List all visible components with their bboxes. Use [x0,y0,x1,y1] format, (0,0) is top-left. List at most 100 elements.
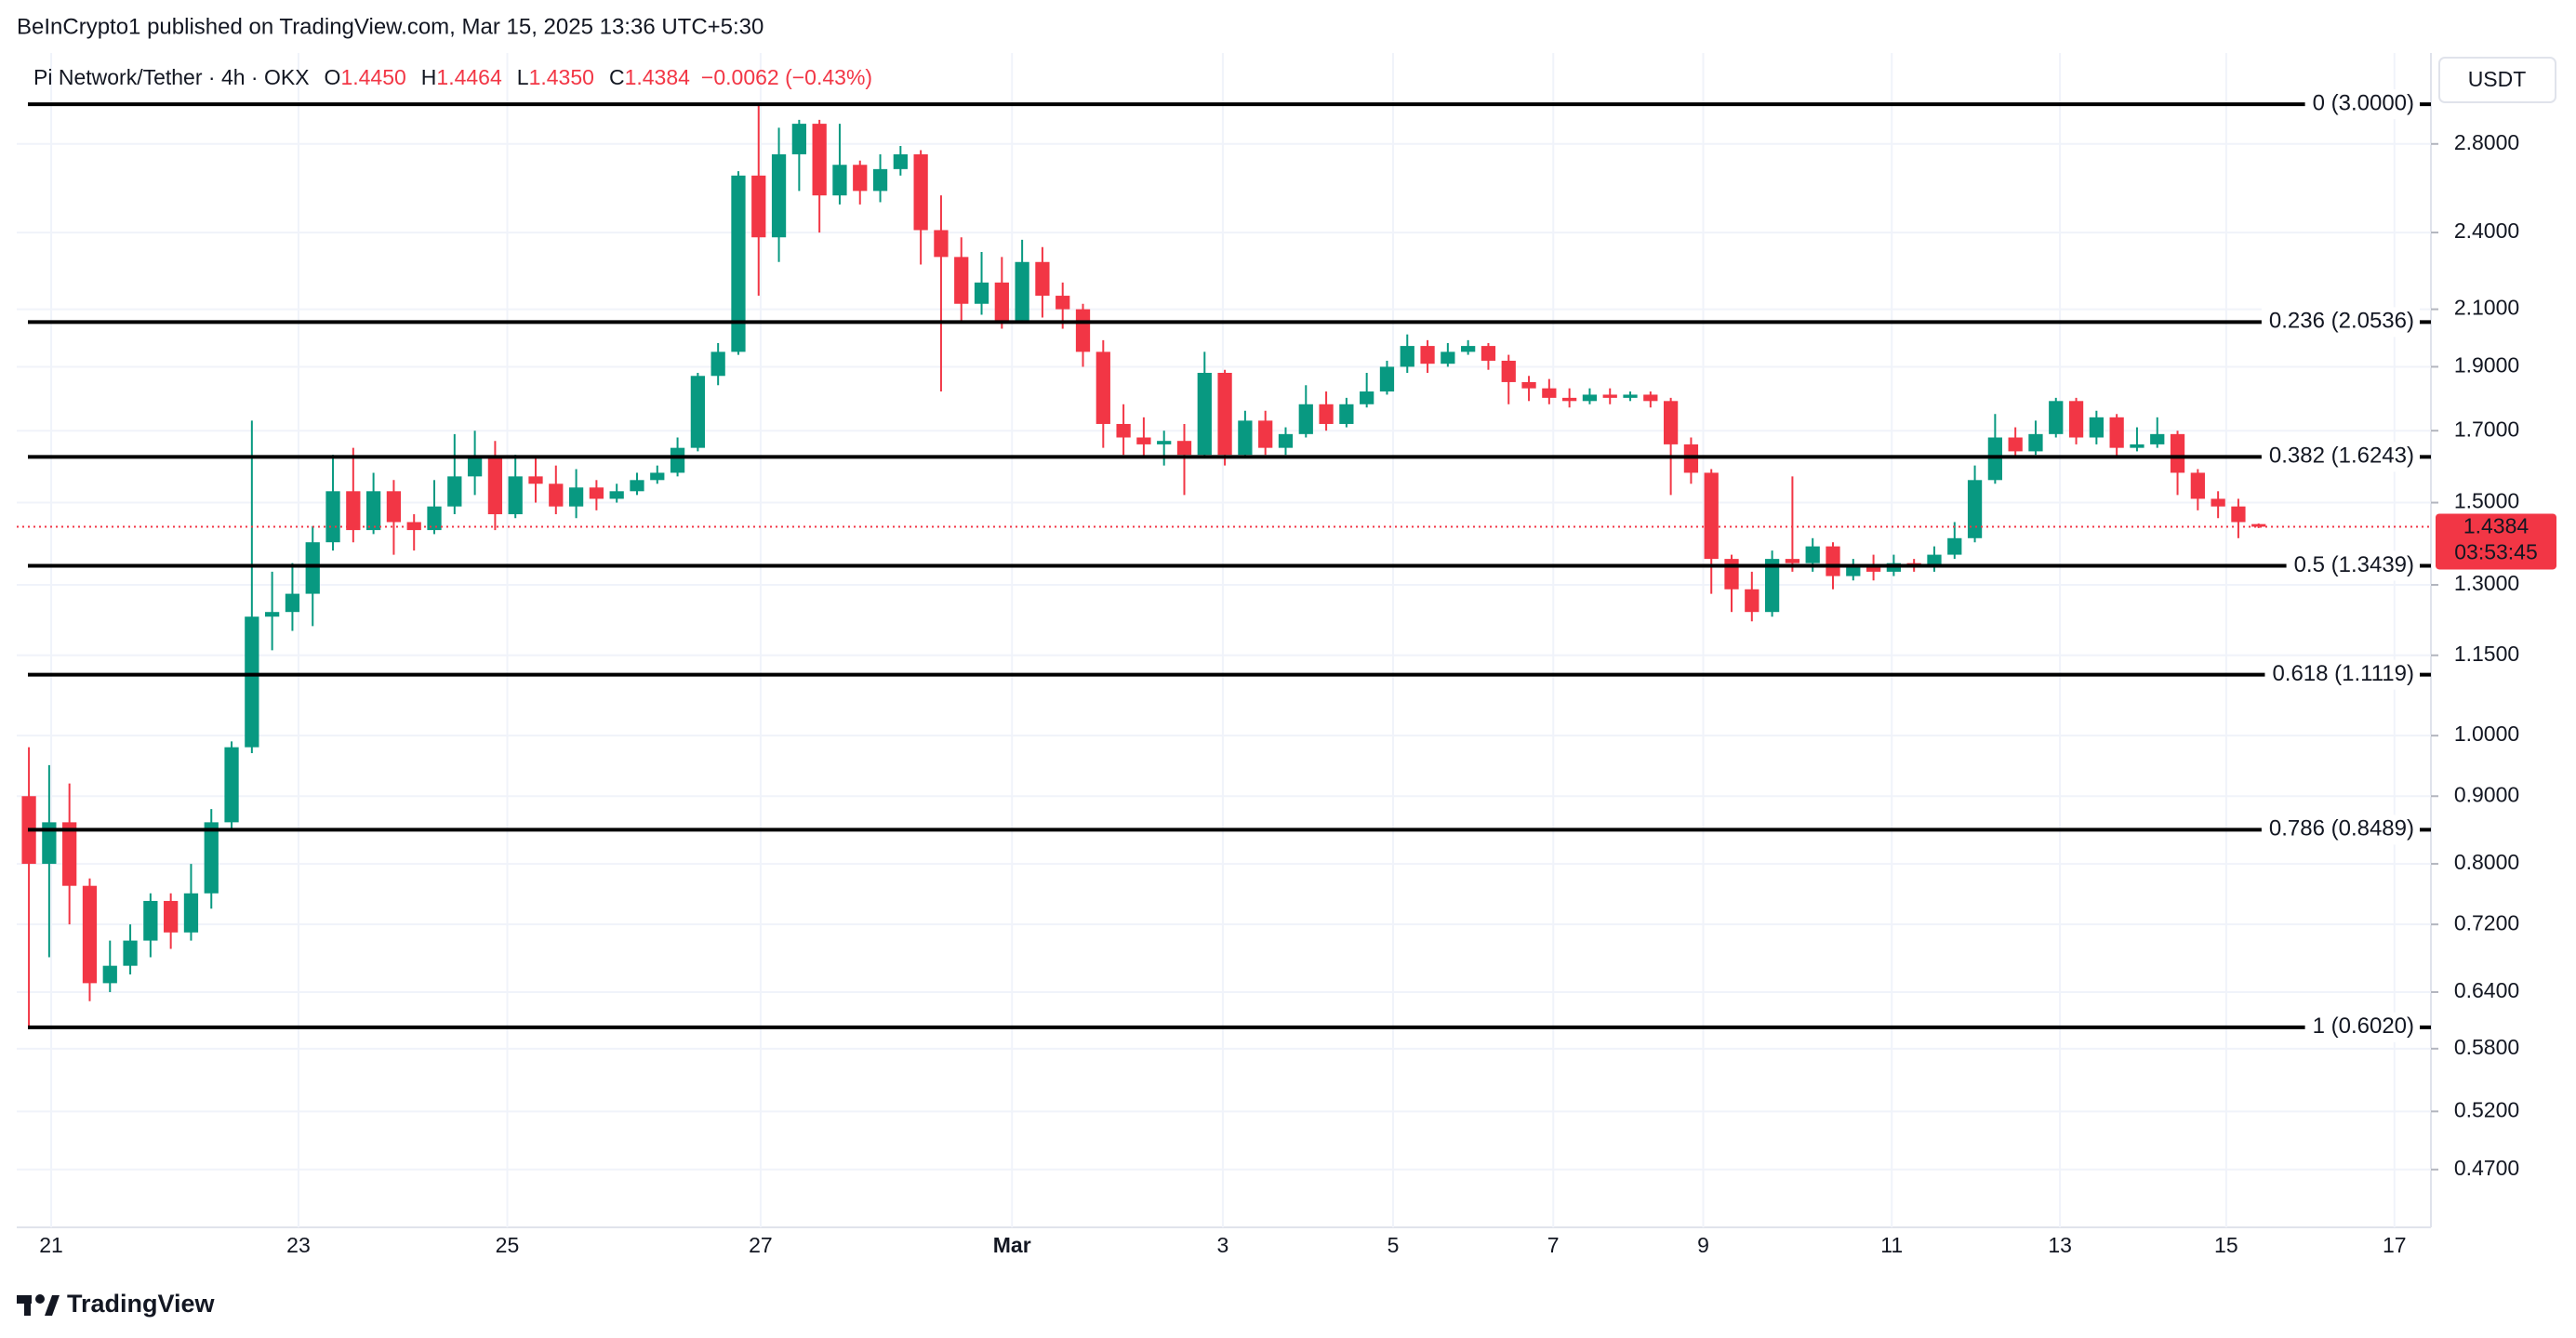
candle-body [1420,346,1435,364]
last-price-box [2436,513,2556,570]
legend-key: H [421,65,437,89]
candle-body [1947,537,1962,555]
candle-body [1724,559,1739,590]
legend-value: 1.4450 [340,65,405,89]
candle-body [487,457,503,515]
fib-label-bg [2261,442,2420,472]
currency-box[interactable] [2438,57,2556,103]
fib-level-label: 0.236 (2.0536) [2269,309,2414,334]
candle-body [751,175,766,238]
candle-body [447,476,462,507]
candle-body [183,893,199,933]
candle-body [609,491,624,499]
candle-body [265,612,280,617]
y-tick-label: 1.3000 [2454,571,2519,595]
y-tick-label: 0.8000 [2454,850,2519,874]
x-tick-label: Mar [993,1233,1031,1257]
legend-value: 1.4350 [529,65,594,89]
published-header: BeInCrypto1 published on TradingView.com… [17,14,764,39]
candle-body [285,593,300,613]
countdown-label: 03:53:45 [2454,540,2538,564]
y-tick-label: 0.6400 [2454,978,2519,1002]
candle-body [1643,394,1658,402]
candle-body [2251,523,2266,527]
last-price-label: 1.4384 [2463,514,2530,538]
fib-level-label: 0.5 (1.3439) [2294,552,2414,577]
y-tick-label: 1.7000 [2454,417,2519,441]
candle-body [143,900,158,941]
fib-level-label: 0.618 (1.1119) [2272,661,2414,686]
candle-body [1075,309,1091,352]
candle-body [650,472,665,481]
fib-label-bg [2304,1012,2420,1042]
candle-body [224,747,239,823]
candle-body [1217,372,1232,456]
fib-label-bg [2261,815,2420,845]
candle-body [630,480,644,492]
candle-body [2130,444,2144,448]
candle-body [568,487,584,507]
candle-body [1319,404,1334,424]
y-tick-label: 2.1000 [2454,296,2519,320]
candle-body [1501,360,1516,382]
candles [21,104,2266,1029]
candle-body [1339,404,1354,424]
candle-body [1764,559,1780,613]
candle-body [791,124,806,154]
candle-body [934,230,949,258]
x-tick-label: 3 [1217,1233,1229,1257]
fib-levels: 0 (3.0000) 0.236 (2.0536) 0.382 (1.6243) 0.… [17,89,2431,1042]
x-tick-label: 9 [1697,1233,1709,1257]
candle-body [2068,401,2084,438]
candle-body [305,542,320,594]
candle-body [872,168,888,192]
candle-body [365,491,381,531]
candle-body [974,282,989,304]
candle-body [346,491,361,531]
candle-body [1400,346,1414,367]
candle-body [1745,589,1759,613]
candle-body [1846,567,1861,576]
candle-body [1238,420,1253,456]
y-tick-label: 1.0000 [2454,722,2519,746]
candle-body [325,491,340,543]
candle-body [1360,391,1374,404]
candle-body [771,153,787,238]
candle-body [1441,351,1455,364]
x-tick-label: 25 [496,1233,520,1257]
y-tick-label: 0.9000 [2454,782,2519,806]
candle-body [1197,372,1212,456]
candle-body [853,165,868,192]
legend-key: L [517,65,529,89]
candle-body [1095,351,1110,424]
x-tick-label: 13 [2048,1233,2072,1257]
y-tick-label: 2.8000 [2454,130,2519,154]
footer-logo [17,1294,60,1316]
candle-body [2190,472,2205,499]
x-tick-label: 11 [1880,1233,1903,1257]
candle-body [2109,417,2124,448]
candle-body [1056,296,1070,310]
candle-body [589,487,604,499]
legend-key: O [325,65,341,89]
candle-body [731,175,746,352]
candle-body [204,822,219,894]
candle-body [1157,441,1172,444]
y-tick-label: 2.4000 [2454,219,2519,243]
legend-change: −0.0062 (−0.43%) [701,65,872,89]
currency-label[interactable]: USDT [2468,67,2527,91]
candle-body [1987,437,2002,481]
candle-body [42,822,57,865]
candle-body [467,457,483,477]
candle-body [1826,546,1840,576]
y-tick-label: 0.5200 [2454,1097,2519,1121]
candle-body [2049,401,2064,434]
x-tick-label: 7 [1547,1233,1560,1257]
candle-body [1035,261,1050,297]
candle-body [1866,567,1881,572]
fib-label-bg [2261,307,2420,338]
y-tick-label: 1.5000 [2454,489,2519,513]
legend-value: 1.4384 [625,65,691,89]
